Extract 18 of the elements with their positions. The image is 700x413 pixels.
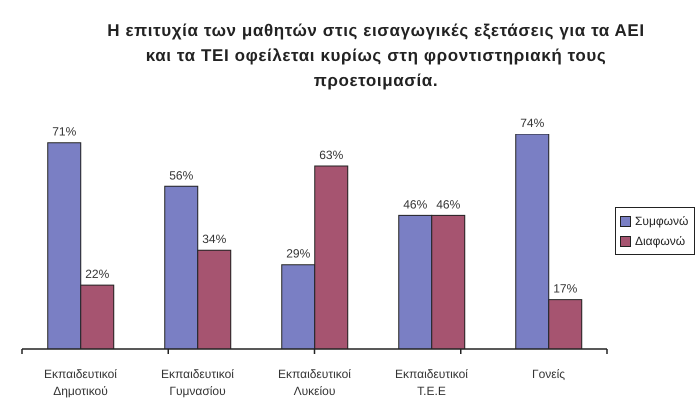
legend-label: Διαφωνώ: [635, 234, 686, 248]
data-label: 46%: [436, 197, 461, 212]
chart-title: Η επιτυχία των μαθητών στις εισαγωγικές εξετάσεις για τα ΑΕΙ και τα ΤΕΙ οφείλεται κυρίως στη φροντιστηριακή τους προετοιμασία.: [106, 20, 646, 92]
data-label: 74%: [520, 116, 545, 130]
x-tick-label: Εκπαιδευτικοί Λυκείου: [278, 367, 352, 398]
legend-label: Συμφωνώ: [635, 214, 688, 228]
x-tick-label: Γονείς: [532, 367, 566, 381]
data-label: 29%: [286, 246, 311, 261]
data-label: 71%: [52, 124, 77, 139]
data-label: 46%: [403, 197, 428, 212]
x-tick-label: Εκπαιδευτικοί Γυμνασίου: [161, 367, 234, 398]
x-tick-label: Εκπαιδευτικοί Τ.Ε.Ε: [395, 367, 468, 398]
data-label: 17%: [553, 282, 578, 296]
data-label: 22%: [85, 267, 110, 282]
data-label: 56%: [169, 168, 194, 182]
data-label: 63%: [319, 148, 344, 162]
x-tick-label: Εκπαιδευτικοί Δημοτικού: [44, 367, 118, 398]
data-label: 34%: [202, 232, 227, 246]
